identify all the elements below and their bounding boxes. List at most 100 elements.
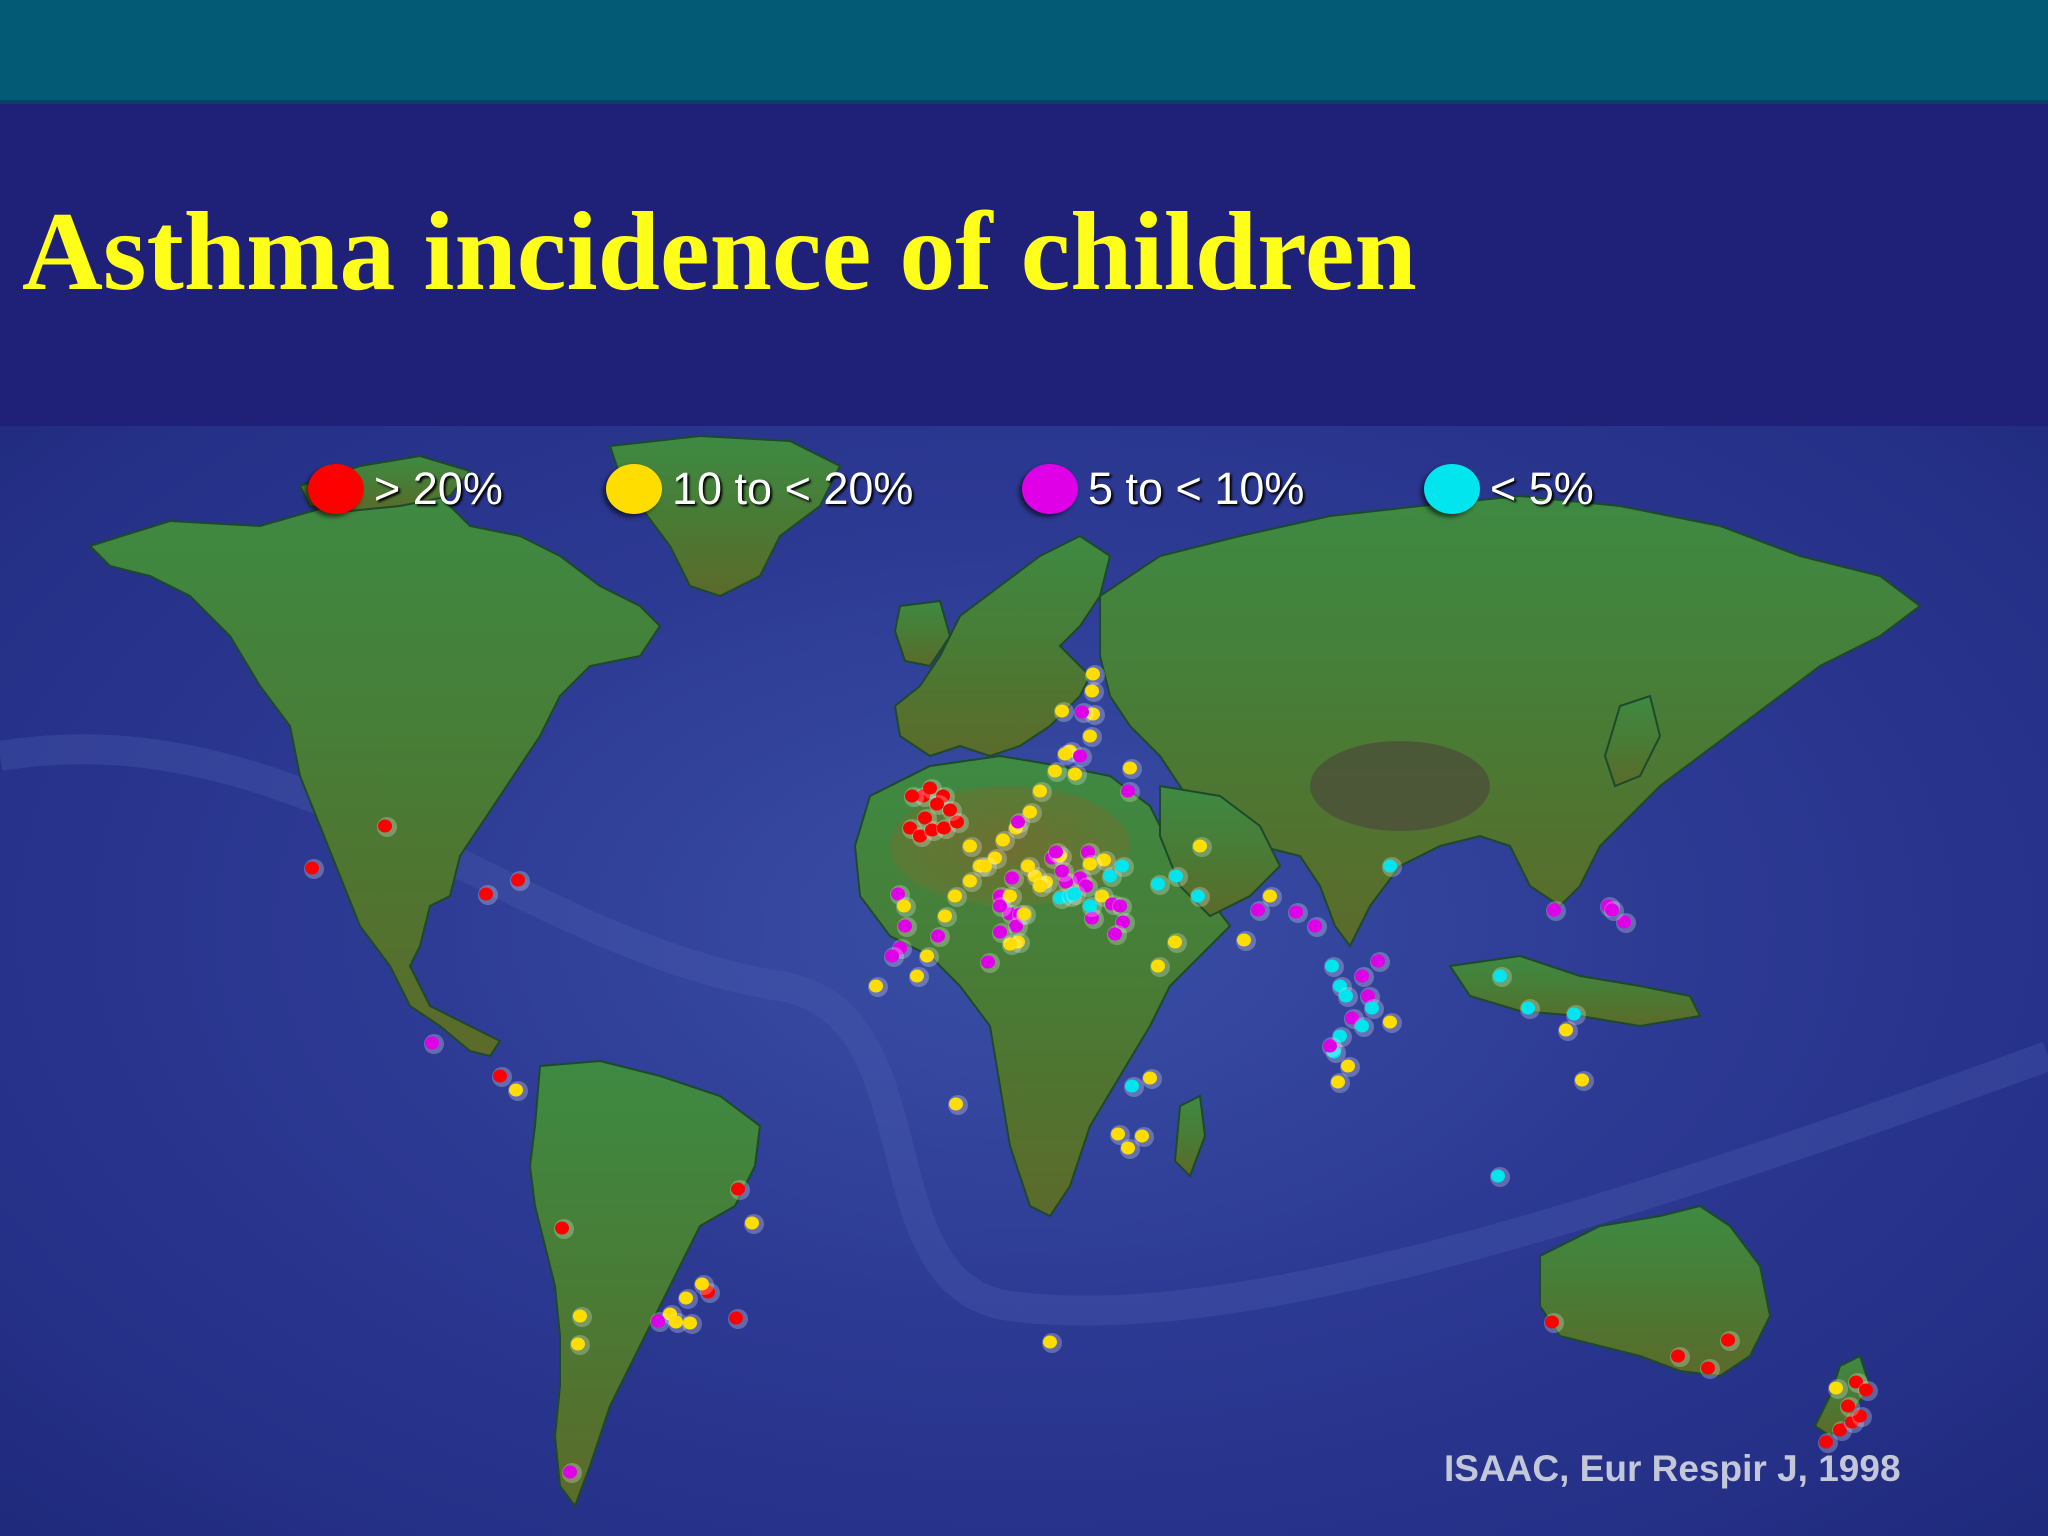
marker-below-5 [1383,859,1397,873]
marker-above-20 [1833,1423,1847,1437]
marker-below-5 [1067,887,1081,901]
marker-10-to-20 [1559,1023,1573,1037]
header-band-edge [0,100,2048,104]
marker-10-to-20 [910,969,924,983]
marker-10-to-20 [683,1316,697,1330]
marker-10-to-20 [745,1216,759,1230]
legend-item-above-20: > 20% [308,458,503,520]
world-map: > 20% 10 to < 20% 5 to < 10% < 5% [0,426,2048,1536]
marker-below-5 [1355,1019,1369,1033]
marker-5-to-10 [1005,871,1019,885]
marker-5-to-10 [931,929,945,943]
marker-5-to-10 [1073,749,1087,763]
marker-5-to-10 [425,1036,439,1050]
marker-5-to-10 [1108,927,1122,941]
marker-10-to-20 [509,1083,523,1097]
marker-below-5 [1115,859,1129,873]
marker-5-to-10 [1059,875,1073,889]
marker-above-20 [1841,1399,1855,1413]
marker-10-to-20 [1021,859,1035,873]
marker-5-to-10 [1547,903,1561,917]
marker-above-20 [555,1221,569,1235]
marker-10-to-20 [1829,1381,1843,1395]
marker-below-5 [1125,1079,1139,1093]
marker-10-to-20 [1086,707,1100,721]
marker-10-to-20 [1263,889,1277,903]
marker-below-5 [1325,959,1339,973]
slide-title: Asthma incidence of children [22,190,1417,314]
legend-item-5-to-10: 5 to < 10% [1022,458,1304,520]
marker-below-5 [1169,869,1183,883]
marker-10-to-20 [1048,764,1062,778]
marker-10-to-20 [1033,784,1047,798]
marker-5-to-10 [1049,845,1063,859]
marker-above-20 [1849,1375,1863,1389]
marker-5-to-10 [1011,815,1025,829]
marker-above-20 [493,1069,507,1083]
tibet-plateau [1310,741,1490,831]
marker-10-to-20 [1237,933,1251,947]
marker-10-to-20 [1095,889,1109,903]
marker-5-to-10 [1617,915,1631,929]
marker-5-to-10 [1361,989,1375,1003]
marker-10-to-20 [1193,839,1207,853]
marker-5-to-10 [1113,899,1127,913]
south-america [528,1059,762,1509]
marker-5-to-10 [1009,919,1023,933]
japan [1603,694,1662,788]
marker-above-20 [1671,1349,1685,1363]
source-citation: ISAAC, Eur Respir J, 1998 [1444,1448,1901,1489]
marker-above-20 [1853,1409,1867,1423]
marker-10-to-20 [669,1315,683,1329]
marker-above-20 [305,861,319,875]
header-band [0,0,2048,102]
marker-5-to-10 [891,887,905,901]
marker-5-to-10 [1308,919,1322,933]
marker-above-20 [950,815,964,829]
marker-10-to-20 [1331,1075,1345,1089]
marker-above-20 [913,829,927,843]
marker-above-20 [1701,1361,1715,1375]
marker-10-to-20 [1085,684,1099,698]
marker-10-to-20 [1135,1129,1149,1143]
marker-10-to-20 [1043,1335,1057,1349]
marker-5-to-10 [1345,1011,1359,1025]
marker-5-to-10 [1355,969,1369,983]
marker-10-to-20 [1033,879,1047,893]
marker-10-to-20 [1123,761,1137,775]
marker-above-20 [1819,1435,1833,1449]
arabia [1159,784,1282,918]
marker-10-to-20 [1003,889,1017,903]
marker-10-to-20 [978,859,992,873]
marker-below-5 [1083,899,1097,913]
marker-5-to-10 [1055,864,1069,878]
british-isles [893,599,952,668]
north-america [88,484,662,1058]
marker-above-20 [903,821,917,835]
marker-10-to-20 [1383,1015,1397,1029]
marker-10-to-20 [695,1277,709,1291]
marker-above-20 [905,789,919,803]
marker-5-to-10 [1085,911,1099,925]
marker-5-to-10 [993,925,1007,939]
marker-10-to-20 [1168,935,1182,949]
southeast-asia-islands [1448,954,1702,1028]
marker-10-to-20 [1143,1071,1157,1085]
marker-below-5 [1333,1029,1347,1043]
marker-10-to-20 [949,1097,963,1111]
marker-10-to-20 [1017,907,1031,921]
legend-dot-magenta [1022,464,1078,514]
marker-10-to-20 [948,889,962,903]
marker-5-to-10 [1251,903,1265,917]
legend-item-10-to-20: 10 to < 20% [606,458,913,520]
marker-above-20 [937,821,951,835]
marker-5-to-10 [563,1465,577,1479]
marker-10-to-20 [1003,937,1017,951]
marker-5-to-10 [1081,845,1095,859]
map-canvas [0,434,2048,1509]
marker-10-to-20 [1068,767,1082,781]
australia [1539,1204,1772,1378]
marker-above-20 [479,887,493,901]
marker-10-to-20 [938,909,952,923]
